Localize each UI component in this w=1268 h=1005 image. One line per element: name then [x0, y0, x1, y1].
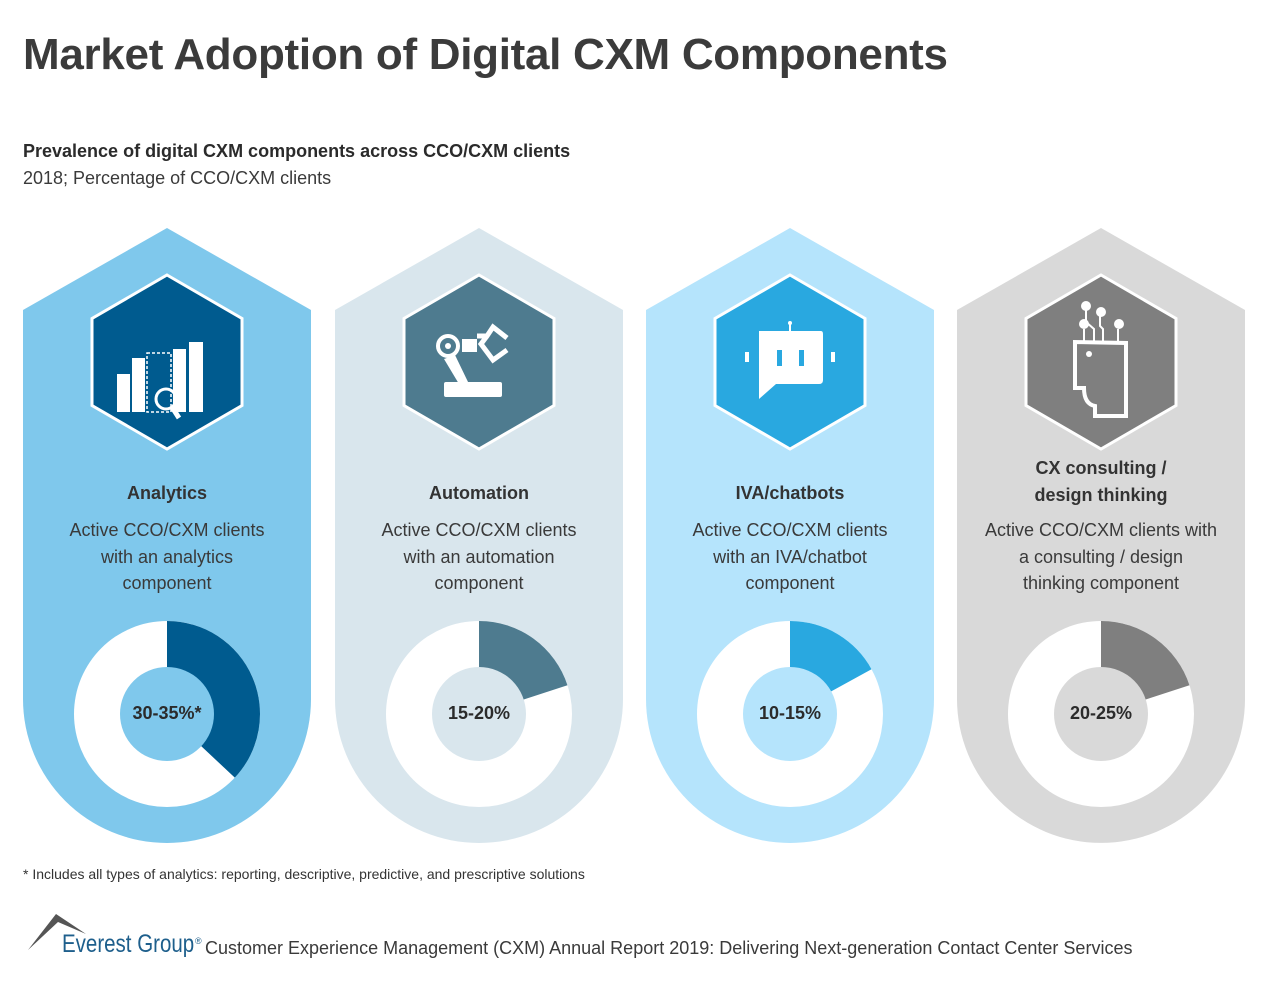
panel-title: Automation: [429, 483, 529, 503]
icon-hexagon: [402, 273, 556, 451]
panel-description: Active CCO/CXM clients with a consulting …: [957, 517, 1245, 597]
description-line: component: [434, 573, 524, 593]
chart-subtitle: Prevalence of digital CXM components acr…: [23, 141, 571, 161]
donut-hole: [743, 667, 837, 761]
panel-4: [957, 228, 1245, 843]
panel-title: Analytics: [126, 483, 208, 503]
description-line: with an analytics: [100, 546, 234, 567]
panel-description: Active CCO/CXM clients with an IVA/chatbo…: [646, 517, 934, 597]
panel-2: [335, 228, 623, 843]
panel-description: Active CCO/CXM clients with an automation…: [335, 517, 623, 597]
brand-name: Everest Group: [62, 930, 195, 958]
description-line: component: [745, 573, 835, 593]
description-line: with an IVA/chatbot: [713, 546, 867, 567]
panel-title: IVA/chatbots: [735, 483, 845, 503]
donut-label: 15-20%: [447, 703, 511, 723]
panel-title: CX consulting / design thinking: [1034, 458, 1168, 505]
donut-label: 10-15%: [758, 703, 822, 723]
analytics-magnifier-icon: [117, 342, 203, 420]
donut-hole: [1054, 667, 1148, 761]
description-line: with an automation: [403, 546, 555, 567]
donut-slice: [167, 621, 261, 778]
donut-label: 30-35%*: [132, 703, 202, 723]
description-line: a consulting / design: [1018, 546, 1184, 567]
icon-hexagon: [1024, 273, 1178, 451]
report-title: Customer Experience Management (CXM) Ann…: [205, 938, 1133, 958]
description-line: Active CCO/CXM clients with: [984, 520, 1218, 540]
panel-1: [23, 228, 311, 843]
description-line: thinking component: [1022, 573, 1180, 593]
donut-label: 20-25%: [1069, 703, 1133, 723]
description-line: Active CCO/CXM clients: [69, 520, 265, 540]
chart-subtitle-units: 2018; Percentage of CCO/CXM clients: [23, 168, 332, 188]
panel-description: Active CCO/CXM clients with an analytics c…: [23, 517, 311, 597]
robot-arm-icon: [436, 323, 509, 397]
head-circuit-icon: [1073, 301, 1128, 418]
donut-hole: [120, 667, 214, 761]
description-line: Active CCO/CXM clients: [381, 520, 577, 540]
everest-logo-icon: [28, 914, 86, 950]
footnote: * Includes all types of analytics: repor…: [23, 866, 585, 882]
panel-3: [646, 228, 934, 843]
registered-mark: ®: [195, 936, 202, 946]
chatbot-icon: [745, 321, 835, 399]
description-line: Active CCO/CXM clients: [692, 520, 888, 540]
page-title: Market Adoption of Digital CXM Component…: [23, 30, 948, 79]
donut-hole: [432, 667, 526, 761]
description-line: component: [122, 573, 212, 593]
